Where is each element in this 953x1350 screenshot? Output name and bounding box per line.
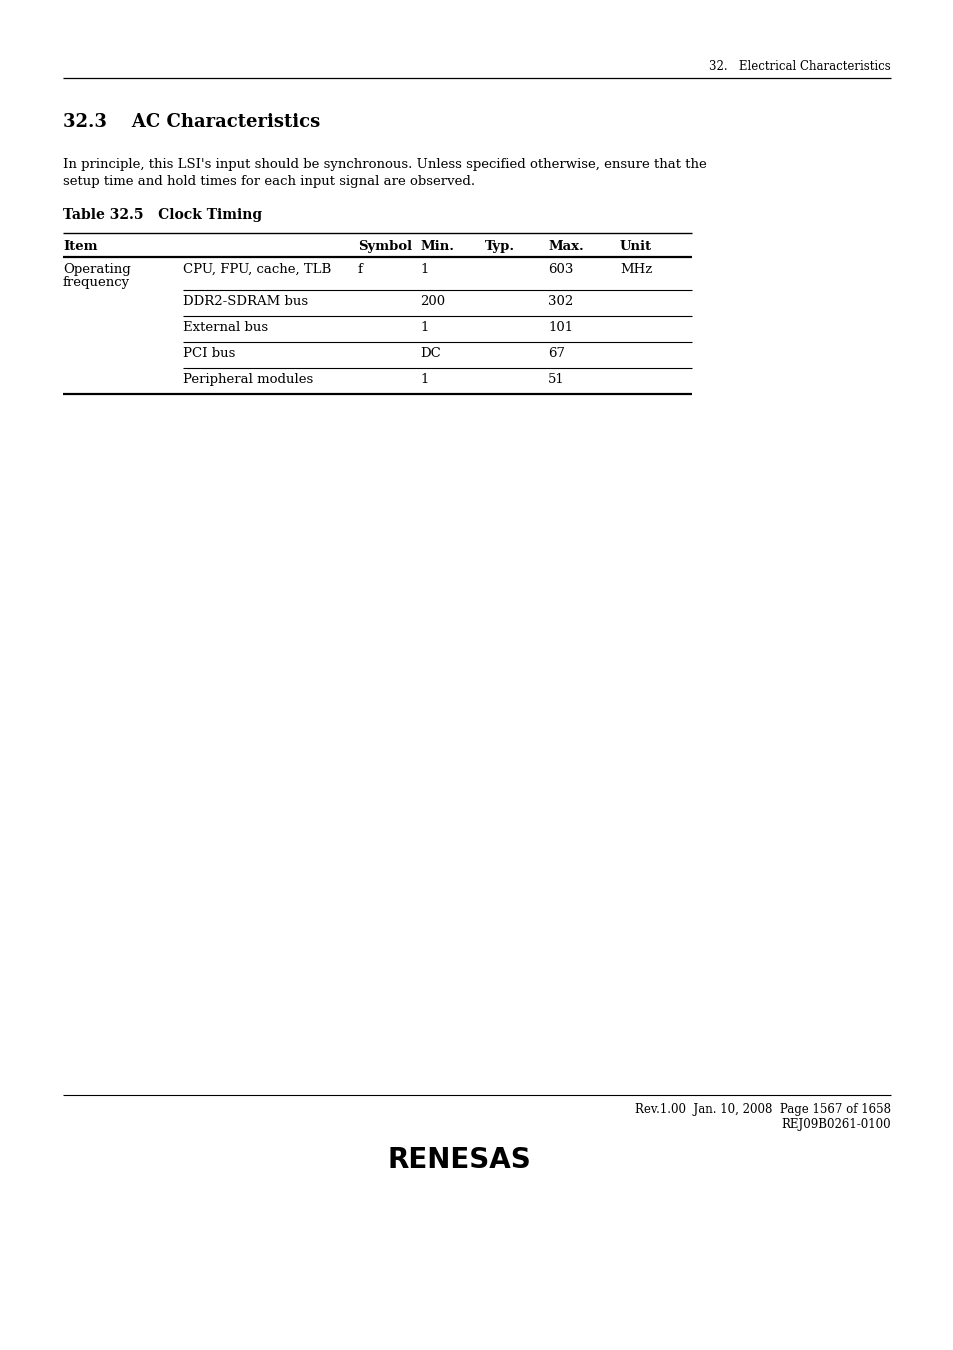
Text: Peripheral modules: Peripheral modules <box>183 373 313 386</box>
Text: RENESAS: RENESAS <box>388 1146 531 1174</box>
Text: f: f <box>357 263 362 275</box>
Text: In principle, this LSI's input should be synchronous. Unless specified otherwise: In principle, this LSI's input should be… <box>63 158 706 171</box>
Text: 67: 67 <box>547 347 564 360</box>
Text: setup time and hold times for each input signal are observed.: setup time and hold times for each input… <box>63 176 475 188</box>
Text: frequency: frequency <box>63 275 130 289</box>
Text: 32.3    AC Characteristics: 32.3 AC Characteristics <box>63 113 320 131</box>
Text: REJ09B0261-0100: REJ09B0261-0100 <box>781 1118 890 1131</box>
Text: External bus: External bus <box>183 321 268 333</box>
Text: 32.   Electrical Characteristics: 32. Electrical Characteristics <box>708 59 890 73</box>
Text: Typ.: Typ. <box>484 240 515 252</box>
Text: 1: 1 <box>419 373 428 386</box>
Text: Symbol: Symbol <box>357 240 412 252</box>
Text: 302: 302 <box>547 296 573 308</box>
Text: 1: 1 <box>419 321 428 333</box>
Text: Unit: Unit <box>619 240 652 252</box>
Text: 1: 1 <box>419 263 428 275</box>
Text: 101: 101 <box>547 321 573 333</box>
Text: 51: 51 <box>547 373 564 386</box>
Text: Min.: Min. <box>419 240 454 252</box>
Text: Max.: Max. <box>547 240 583 252</box>
Text: Rev.1.00  Jan. 10, 2008  Page 1567 of 1658: Rev.1.00 Jan. 10, 2008 Page 1567 of 1658 <box>635 1103 890 1116</box>
Text: CPU, FPU, cache, TLB: CPU, FPU, cache, TLB <box>183 263 331 275</box>
Text: 200: 200 <box>419 296 445 308</box>
Text: DDR2-SDRAM bus: DDR2-SDRAM bus <box>183 296 308 308</box>
Text: 603: 603 <box>547 263 573 275</box>
Text: Operating: Operating <box>63 263 131 275</box>
Text: MHz: MHz <box>619 263 652 275</box>
Text: Item: Item <box>63 240 97 252</box>
Text: DC: DC <box>419 347 440 360</box>
Text: Table 32.5   Clock Timing: Table 32.5 Clock Timing <box>63 208 262 221</box>
Text: PCI bus: PCI bus <box>183 347 235 360</box>
